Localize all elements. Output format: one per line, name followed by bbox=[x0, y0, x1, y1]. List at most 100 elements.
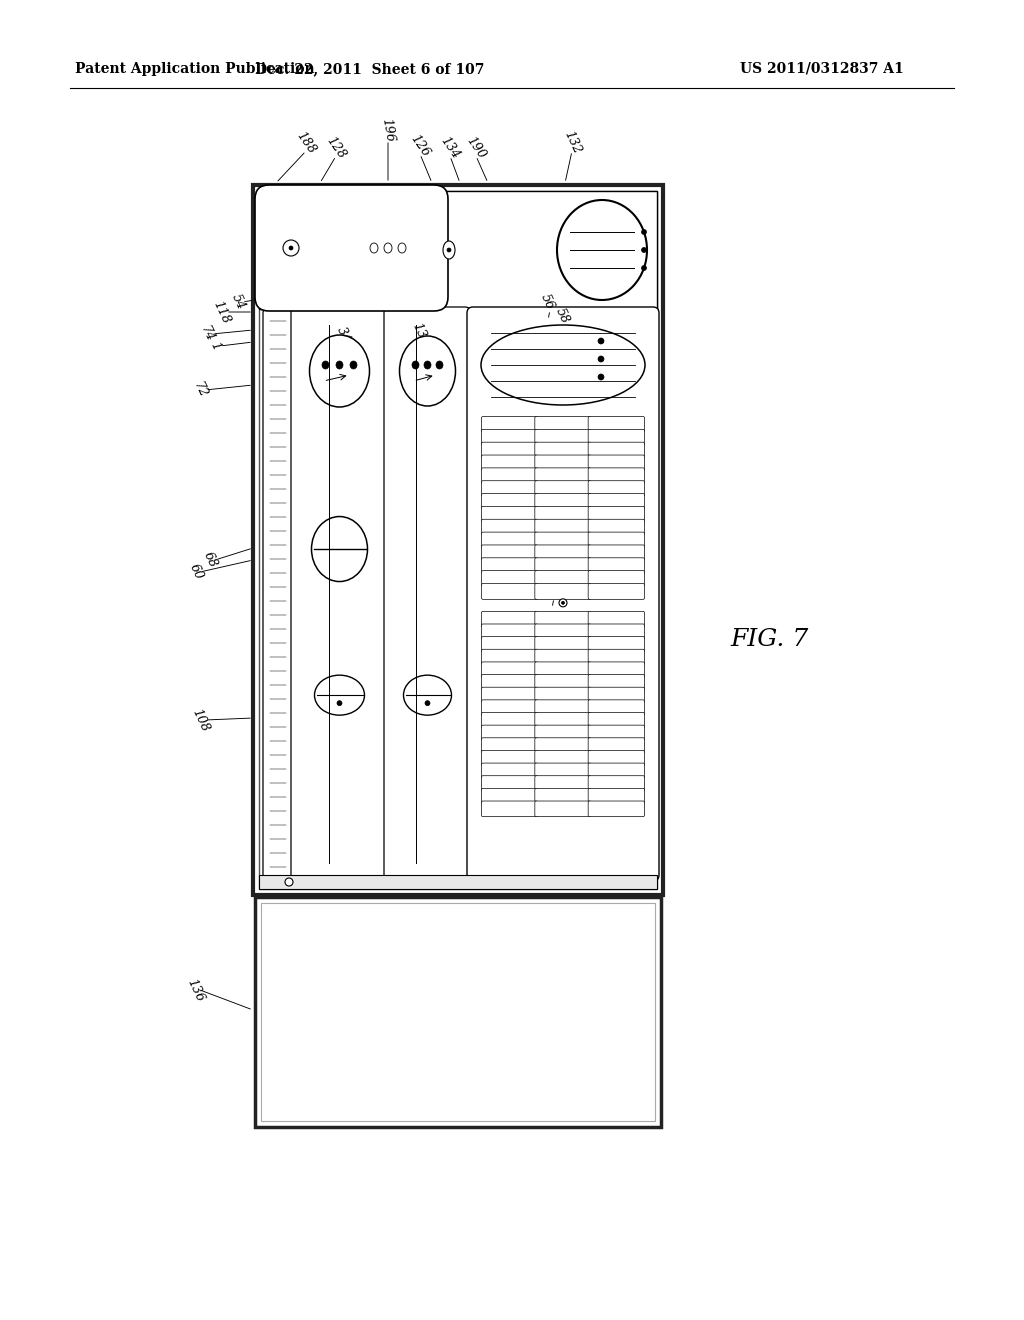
Ellipse shape bbox=[443, 242, 455, 259]
Ellipse shape bbox=[447, 248, 451, 252]
Text: 68: 68 bbox=[201, 550, 219, 570]
Text: 128: 128 bbox=[324, 135, 348, 161]
Bar bbox=[259, 191, 657, 309]
FancyBboxPatch shape bbox=[535, 788, 591, 804]
FancyBboxPatch shape bbox=[588, 713, 644, 729]
Ellipse shape bbox=[311, 516, 368, 582]
FancyBboxPatch shape bbox=[481, 688, 538, 702]
Text: 72: 72 bbox=[541, 579, 559, 601]
Ellipse shape bbox=[561, 602, 564, 605]
Text: Dec. 22, 2011  Sheet 6 of 107: Dec. 22, 2011 Sheet 6 of 107 bbox=[255, 62, 484, 77]
FancyBboxPatch shape bbox=[255, 185, 449, 312]
Ellipse shape bbox=[350, 360, 357, 370]
FancyBboxPatch shape bbox=[588, 801, 644, 817]
FancyBboxPatch shape bbox=[481, 429, 538, 445]
FancyBboxPatch shape bbox=[481, 558, 538, 574]
FancyBboxPatch shape bbox=[481, 636, 538, 652]
FancyBboxPatch shape bbox=[481, 417, 538, 433]
FancyBboxPatch shape bbox=[481, 583, 538, 599]
Text: 56: 56 bbox=[538, 292, 556, 312]
Text: 132: 132 bbox=[561, 128, 583, 156]
FancyBboxPatch shape bbox=[481, 751, 538, 766]
FancyBboxPatch shape bbox=[588, 636, 644, 652]
Ellipse shape bbox=[403, 675, 452, 715]
FancyBboxPatch shape bbox=[588, 751, 644, 766]
Text: 76: 76 bbox=[545, 649, 563, 671]
FancyBboxPatch shape bbox=[588, 624, 644, 640]
FancyBboxPatch shape bbox=[481, 494, 538, 510]
Ellipse shape bbox=[598, 374, 604, 380]
Text: 92: 92 bbox=[423, 284, 441, 304]
FancyBboxPatch shape bbox=[481, 519, 538, 535]
Ellipse shape bbox=[425, 701, 430, 706]
FancyBboxPatch shape bbox=[535, 675, 591, 690]
FancyBboxPatch shape bbox=[588, 661, 644, 677]
FancyBboxPatch shape bbox=[535, 713, 591, 729]
Ellipse shape bbox=[314, 675, 365, 715]
FancyBboxPatch shape bbox=[481, 763, 538, 779]
Text: 74: 74 bbox=[198, 323, 216, 345]
Ellipse shape bbox=[399, 337, 456, 407]
FancyBboxPatch shape bbox=[588, 442, 644, 458]
FancyBboxPatch shape bbox=[588, 688, 644, 702]
FancyBboxPatch shape bbox=[588, 738, 644, 754]
Ellipse shape bbox=[424, 360, 431, 370]
FancyBboxPatch shape bbox=[588, 507, 644, 523]
FancyBboxPatch shape bbox=[535, 636, 591, 652]
FancyBboxPatch shape bbox=[588, 519, 644, 535]
Bar bbox=[261, 903, 655, 1121]
FancyBboxPatch shape bbox=[535, 429, 591, 445]
FancyBboxPatch shape bbox=[535, 455, 591, 471]
FancyBboxPatch shape bbox=[481, 675, 538, 690]
FancyBboxPatch shape bbox=[481, 507, 538, 523]
Text: 131: 131 bbox=[409, 321, 431, 347]
Text: 190: 190 bbox=[464, 135, 488, 161]
Text: 126: 126 bbox=[408, 132, 432, 160]
FancyBboxPatch shape bbox=[535, 611, 591, 627]
FancyBboxPatch shape bbox=[535, 570, 591, 586]
FancyBboxPatch shape bbox=[481, 570, 538, 586]
Ellipse shape bbox=[641, 230, 646, 235]
FancyBboxPatch shape bbox=[263, 309, 293, 879]
FancyBboxPatch shape bbox=[481, 649, 538, 665]
Text: 34: 34 bbox=[334, 325, 352, 345]
Ellipse shape bbox=[283, 240, 299, 256]
FancyBboxPatch shape bbox=[481, 611, 538, 627]
FancyBboxPatch shape bbox=[588, 776, 644, 792]
FancyBboxPatch shape bbox=[384, 308, 471, 880]
FancyBboxPatch shape bbox=[481, 788, 538, 804]
Ellipse shape bbox=[598, 356, 604, 362]
FancyBboxPatch shape bbox=[588, 763, 644, 779]
FancyBboxPatch shape bbox=[535, 480, 591, 496]
FancyBboxPatch shape bbox=[535, 545, 591, 561]
FancyBboxPatch shape bbox=[535, 661, 591, 677]
FancyBboxPatch shape bbox=[259, 191, 657, 888]
Ellipse shape bbox=[557, 201, 647, 300]
Ellipse shape bbox=[289, 246, 293, 249]
FancyBboxPatch shape bbox=[481, 738, 538, 754]
Ellipse shape bbox=[384, 243, 392, 253]
FancyBboxPatch shape bbox=[253, 185, 663, 895]
FancyBboxPatch shape bbox=[588, 494, 644, 510]
FancyBboxPatch shape bbox=[481, 713, 538, 729]
FancyBboxPatch shape bbox=[535, 417, 591, 433]
Text: 136: 136 bbox=[184, 977, 206, 1003]
Bar bbox=[259, 875, 657, 888]
Text: 134: 134 bbox=[438, 135, 462, 161]
FancyBboxPatch shape bbox=[588, 611, 644, 627]
Bar bbox=[255, 898, 662, 1127]
FancyBboxPatch shape bbox=[291, 308, 388, 880]
FancyBboxPatch shape bbox=[588, 583, 644, 599]
FancyBboxPatch shape bbox=[481, 455, 538, 471]
FancyBboxPatch shape bbox=[535, 494, 591, 510]
Ellipse shape bbox=[285, 878, 293, 886]
Ellipse shape bbox=[559, 599, 567, 607]
Ellipse shape bbox=[436, 360, 443, 370]
FancyBboxPatch shape bbox=[588, 532, 644, 548]
FancyBboxPatch shape bbox=[588, 467, 644, 483]
Ellipse shape bbox=[370, 243, 378, 253]
FancyBboxPatch shape bbox=[535, 507, 591, 523]
FancyBboxPatch shape bbox=[481, 624, 538, 640]
Ellipse shape bbox=[336, 360, 343, 370]
Text: 54: 54 bbox=[228, 292, 247, 312]
